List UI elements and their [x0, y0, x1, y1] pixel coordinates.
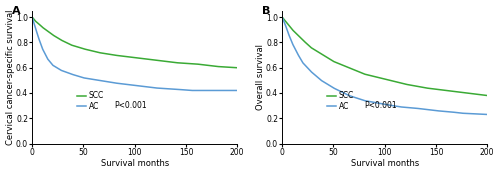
SCC — [50, 34, 56, 36]
Line: AC: AC — [282, 17, 487, 114]
Text: P<0.001: P<0.001 — [114, 101, 147, 110]
AC — [234, 89, 240, 92]
SCC — [362, 73, 368, 75]
AC — [188, 89, 194, 92]
Legend: SCC, AC: SCC, AC — [77, 91, 104, 110]
SCC — [484, 94, 490, 97]
Y-axis label: Cervical cancer-specific survival: Cervical cancer-specific survival — [6, 9, 15, 145]
AC — [300, 62, 306, 64]
Legend: SCC, AC: SCC, AC — [327, 91, 354, 110]
SCC — [443, 89, 449, 92]
X-axis label: Survival months: Survival months — [100, 159, 169, 168]
Line: SCC: SCC — [32, 17, 237, 68]
Text: A: A — [12, 6, 20, 16]
SCC — [120, 55, 126, 57]
SCC — [189, 63, 195, 65]
AC — [439, 110, 445, 112]
Line: AC: AC — [32, 17, 237, 90]
SCC — [234, 67, 240, 69]
AC — [112, 82, 118, 84]
AC — [420, 108, 426, 110]
AC — [50, 64, 56, 66]
Y-axis label: Overall survival: Overall survival — [256, 44, 264, 110]
AC — [193, 89, 199, 92]
AC — [484, 113, 490, 116]
AC — [120, 83, 126, 85]
Text: B: B — [262, 6, 270, 16]
SCC — [112, 54, 118, 56]
AC — [362, 100, 368, 102]
AC — [370, 101, 376, 103]
SCC — [170, 61, 176, 63]
SCC — [439, 89, 445, 91]
SCC — [193, 63, 199, 65]
SCC — [420, 86, 426, 89]
AC — [190, 89, 196, 92]
AC — [170, 88, 176, 90]
SCC — [300, 39, 306, 41]
SCC — [279, 16, 285, 18]
AC — [443, 110, 449, 113]
X-axis label: Survival months: Survival months — [350, 159, 419, 168]
AC — [29, 16, 35, 18]
Line: SCC: SCC — [282, 17, 487, 96]
SCC — [370, 75, 376, 77]
Text: P<0.001: P<0.001 — [364, 101, 397, 110]
AC — [279, 16, 285, 18]
SCC — [29, 16, 35, 18]
